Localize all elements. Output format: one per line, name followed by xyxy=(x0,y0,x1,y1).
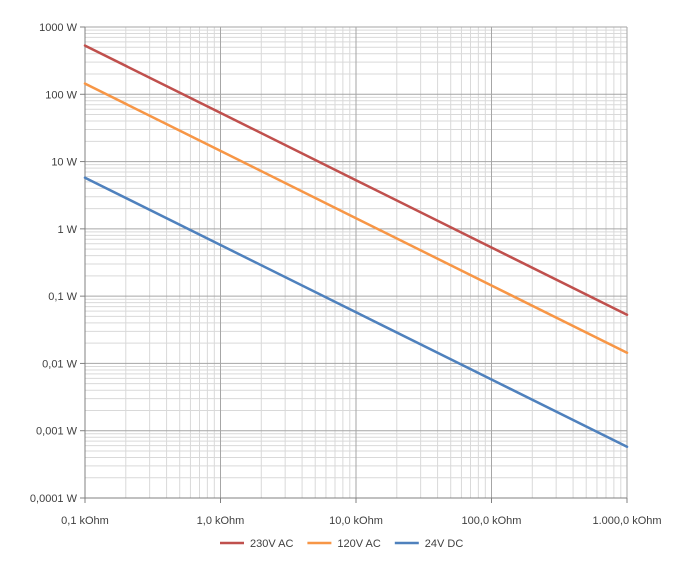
y-tick-label: 0,1 W xyxy=(48,291,77,303)
y-tick-label: 1 W xyxy=(57,224,77,236)
y-tick-label: 0,0001 W xyxy=(30,493,78,505)
x-tick-label: 1,0 kOhm xyxy=(197,515,245,527)
legend-label: 120V AC xyxy=(337,538,380,550)
y-tick-label: 1000 W xyxy=(39,22,78,34)
x-tick-label: 10,0 kOhm xyxy=(329,515,383,527)
y-tick-label: 100 W xyxy=(45,89,77,101)
x-tick-label: 1.000,0 kOhm xyxy=(592,515,661,527)
y-tick-label: 0,01 W xyxy=(42,358,77,370)
legend-label: 24V DC xyxy=(425,538,464,550)
x-tick-label: 100,0 kOhm xyxy=(462,515,522,527)
legend-label: 230V AC xyxy=(250,538,293,550)
y-tick-label: 0,001 W xyxy=(36,426,78,438)
y-tick-label: 10 W xyxy=(51,157,77,169)
legend: 230V AC 120V AC 24V DC xyxy=(220,538,463,550)
x-tick-label: 0,1 kOhm xyxy=(61,515,109,527)
